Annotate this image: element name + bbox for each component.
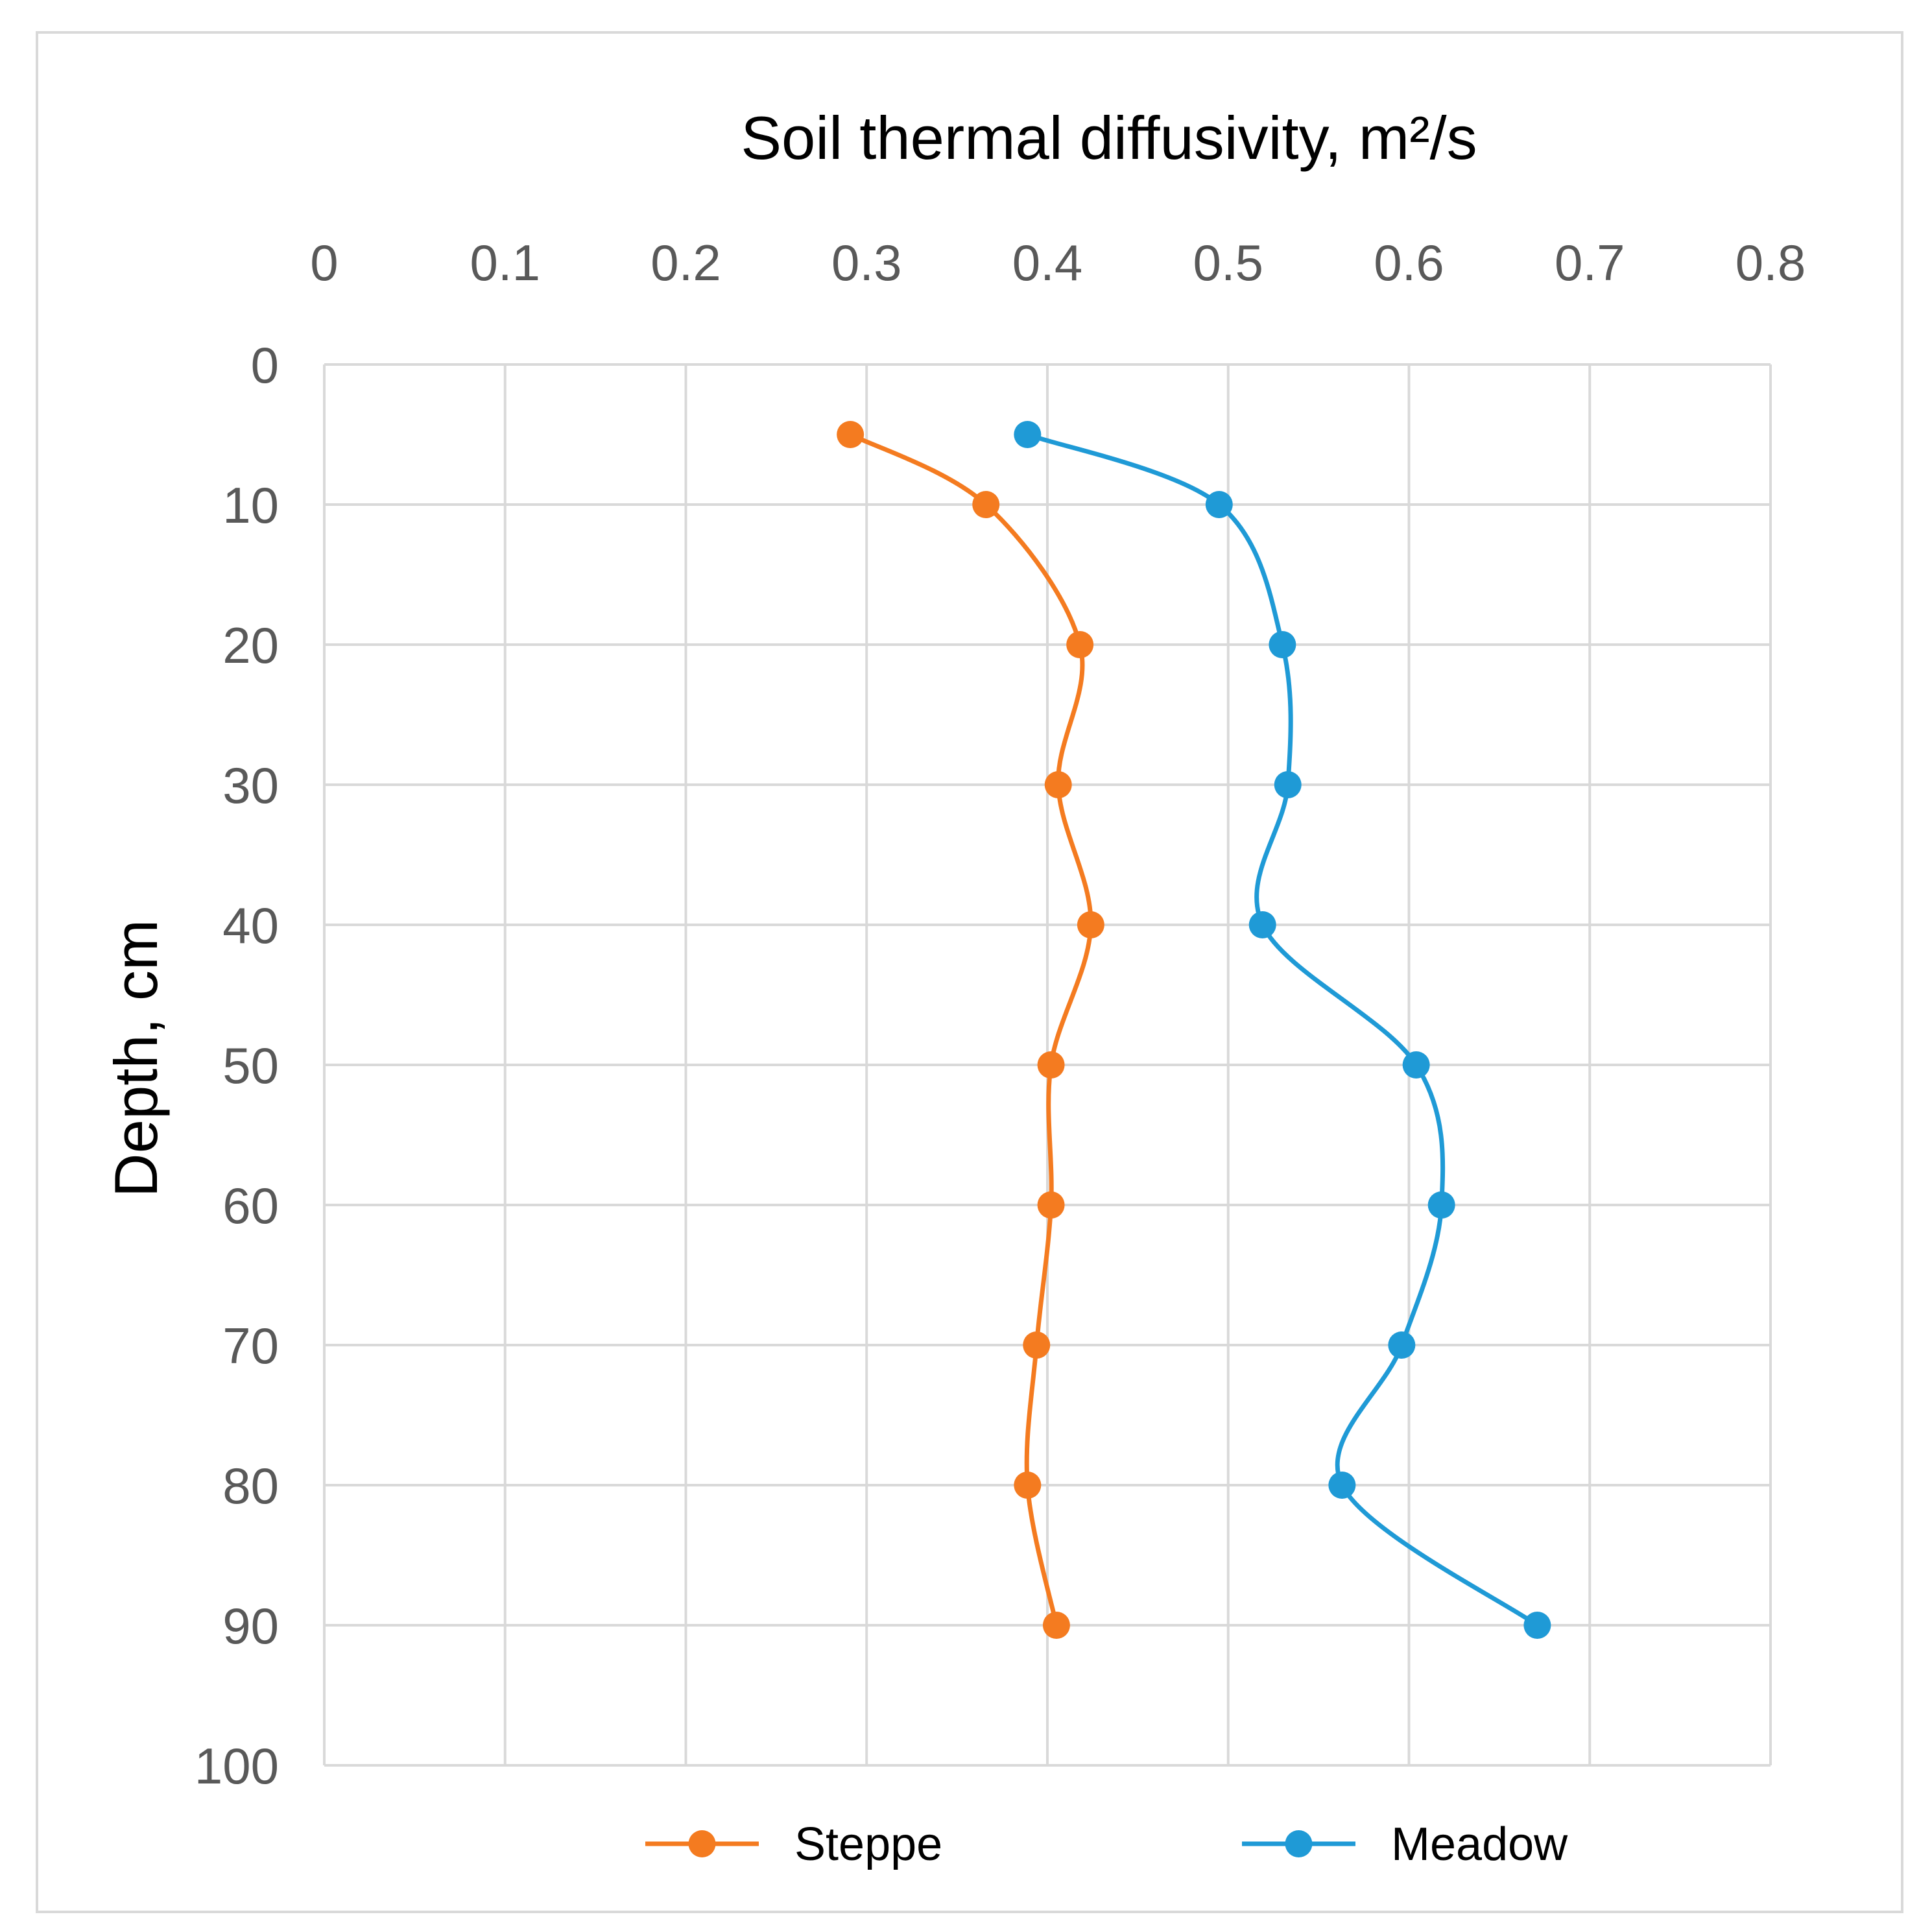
series: [837, 421, 1551, 1639]
y-tick-label: 40: [222, 897, 279, 954]
x-tick-label: 0.5: [1193, 234, 1263, 291]
x-tick-label: 0.2: [650, 234, 721, 291]
x-tick-label: 0: [310, 234, 338, 291]
data-point-steppe: [1044, 771, 1072, 798]
x-axis-title: Soil thermal diffusivity, m²/s: [741, 104, 1477, 172]
data-point-steppe: [1077, 911, 1104, 938]
y-axis-title: Depth, cm: [102, 920, 170, 1197]
chart-frame: [36, 31, 1903, 1913]
legend-label-meadow: Meadow: [1391, 1819, 1568, 1870]
data-point-steppe: [1014, 1472, 1042, 1499]
y-tick-label: 20: [222, 617, 279, 674]
y-tick-label: 30: [222, 757, 279, 814]
x-tick-label: 0.4: [1012, 234, 1082, 291]
series-line-steppe: [849, 432, 1093, 1626]
y-tick-label: 70: [222, 1317, 279, 1374]
y-tick-label: 60: [222, 1177, 279, 1234]
x-axis-ticks: 0 0.1 0.2 0.3 0.4 0.5 0.6 0.7 0.8: [310, 234, 1806, 291]
data-point-meadow: [1014, 421, 1042, 448]
data-point-meadow: [1427, 1191, 1455, 1219]
series-line-meadow: [1027, 432, 1539, 1627]
x-tick-label: 0.1: [470, 234, 540, 291]
data-point-steppe: [1042, 1612, 1070, 1639]
data-point-steppe: [972, 491, 1000, 518]
legend-label-steppe: Steppe: [794, 1819, 942, 1870]
legend: Steppe Meadow: [645, 1819, 1568, 1870]
data-point-meadow: [1328, 1472, 1356, 1499]
y-tick-label: 10: [222, 477, 279, 534]
x-tick-label: 0.6: [1374, 234, 1444, 291]
data-point-steppe: [1037, 1191, 1065, 1219]
y-tick-label: 0: [251, 337, 279, 394]
data-point-meadow: [1269, 631, 1296, 658]
data-point-meadow: [1402, 1051, 1430, 1079]
data-point-steppe: [1023, 1331, 1051, 1359]
legend-marker-steppe: [688, 1830, 716, 1857]
data-point-steppe: [1037, 1051, 1065, 1079]
x-tick-label: 0.8: [1735, 234, 1806, 291]
y-tick-label: 100: [195, 1737, 279, 1795]
data-point-steppe: [1066, 631, 1094, 658]
data-point-meadow: [1388, 1331, 1416, 1359]
data-point-meadow: [1274, 771, 1302, 798]
y-tick-label: 90: [222, 1597, 279, 1654]
data-point-meadow: [1248, 911, 1276, 938]
legend-marker-meadow: [1285, 1830, 1313, 1857]
data-point-steppe: [837, 421, 865, 448]
x-tick-label: 0.3: [831, 234, 901, 291]
y-tick-label: 50: [222, 1037, 279, 1094]
data-point-meadow: [1205, 491, 1233, 518]
data-point-meadow: [1523, 1612, 1551, 1639]
y-tick-label: 80: [222, 1457, 279, 1514]
x-tick-label: 0.7: [1555, 234, 1625, 291]
y-axis-ticks: 0 10 20 30 40 50 60 70 80 90 100: [195, 337, 279, 1795]
